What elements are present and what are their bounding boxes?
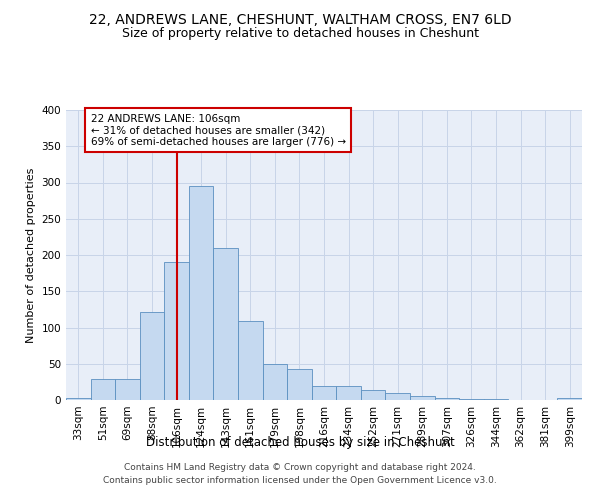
Bar — [115, 379, 140, 400]
Bar — [385, 393, 410, 400]
Bar — [214, 248, 238, 400]
Bar — [164, 262, 189, 400]
Text: Size of property relative to detached houses in Cheshunt: Size of property relative to detached ho… — [121, 28, 479, 40]
Bar — [557, 398, 582, 400]
Bar — [312, 386, 336, 400]
Text: 22, ANDREWS LANE, CHESHUNT, WALTHAM CROSS, EN7 6LD: 22, ANDREWS LANE, CHESHUNT, WALTHAM CROS… — [89, 12, 511, 26]
Bar — [189, 186, 214, 400]
Bar — [238, 321, 263, 400]
Bar — [434, 398, 459, 400]
Bar — [361, 390, 385, 400]
Bar — [410, 396, 434, 400]
Text: Distribution of detached houses by size in Cheshunt: Distribution of detached houses by size … — [146, 436, 454, 449]
Bar — [287, 369, 312, 400]
Bar — [140, 312, 164, 400]
Bar — [91, 379, 115, 400]
Text: Contains HM Land Registry data © Crown copyright and database right 2024.: Contains HM Land Registry data © Crown c… — [124, 464, 476, 472]
Bar — [263, 364, 287, 400]
Text: Contains public sector information licensed under the Open Government Licence v3: Contains public sector information licen… — [103, 476, 497, 485]
Y-axis label: Number of detached properties: Number of detached properties — [26, 168, 36, 342]
Text: 22 ANDREWS LANE: 106sqm
← 31% of detached houses are smaller (342)
69% of semi-d: 22 ANDREWS LANE: 106sqm ← 31% of detache… — [91, 114, 346, 147]
Bar — [336, 386, 361, 400]
Bar — [66, 398, 91, 400]
Bar — [459, 398, 484, 400]
